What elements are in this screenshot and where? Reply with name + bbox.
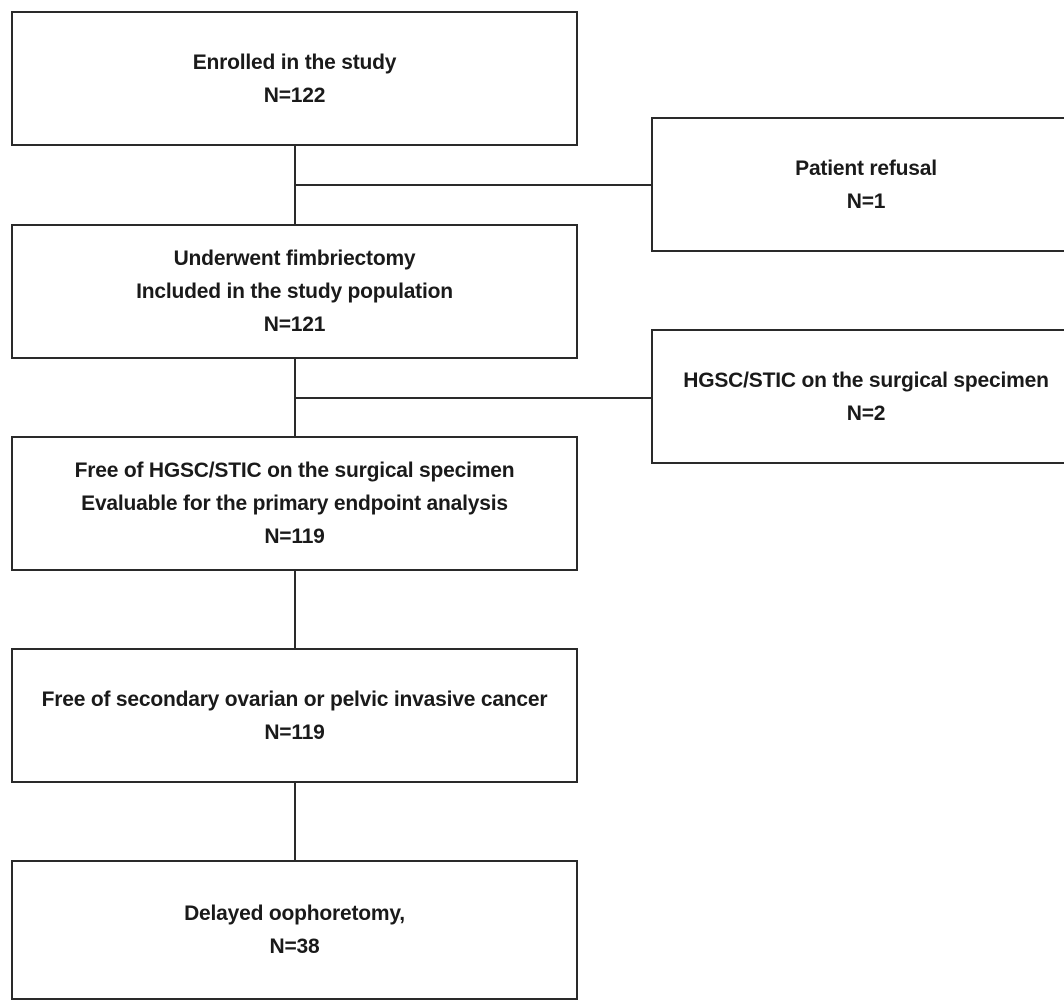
patient-refusal-count: N=1: [846, 189, 886, 213]
fimbriectomy-label: Underwent fimbriectomy: [173, 247, 416, 270]
enrolled-box: Enrolled in the study N=122: [11, 11, 578, 146]
hgsc-stic-exclusion-count: N=2: [846, 401, 886, 425]
fimbriectomy-count: N=121: [263, 313, 326, 336]
connector-free-of-cancer-to-oophorectomy: [294, 783, 296, 860]
free-of-cancer-label: Free of secondary ovarian or pelvic inva…: [41, 687, 548, 711]
free-of-hgsc-box: Free of HGSC/STIC on the surgical specim…: [11, 436, 578, 571]
free-of-cancer-box: Free of secondary ovarian or pelvic inva…: [11, 648, 578, 783]
hgsc-stic-exclusion-box: HGSC/STIC on the surgical specimen N=2: [651, 329, 1064, 464]
delayed-oophorectomy-count: N=38: [269, 935, 320, 958]
connector-to-patient-refusal: [294, 184, 651, 186]
enrolled-count: N=122: [263, 83, 326, 107]
study-population-label: Included in the study population: [136, 280, 453, 303]
hgsc-stic-exclusion-label: HGSC/STIC on the surgical specimen: [683, 368, 1049, 392]
fimbriectomy-box: Underwent fimbriectomy Included in the s…: [11, 224, 578, 359]
delayed-oophorectomy-box: Delayed oophoretomy, N=38: [11, 860, 578, 1000]
free-of-hgsc-label: Free of HGSC/STIC on the surgical specim…: [74, 459, 515, 482]
evaluable-label: Evaluable for the primary endpoint analy…: [81, 492, 508, 515]
connector-to-hgsc-stic-exclusion: [294, 397, 651, 399]
connector-free-of-hgsc-to-free-of-cancer: [294, 571, 296, 648]
patient-refusal-box: Patient refusal N=1: [651, 117, 1064, 252]
delayed-oophorectomy-label: Delayed oophoretomy,: [184, 902, 405, 925]
free-of-hgsc-count: N=119: [264, 525, 325, 548]
patient-refusal-label: Patient refusal: [795, 156, 937, 180]
enrolled-label: Enrolled in the study: [192, 50, 397, 74]
free-of-cancer-count: N=119: [264, 720, 325, 744]
